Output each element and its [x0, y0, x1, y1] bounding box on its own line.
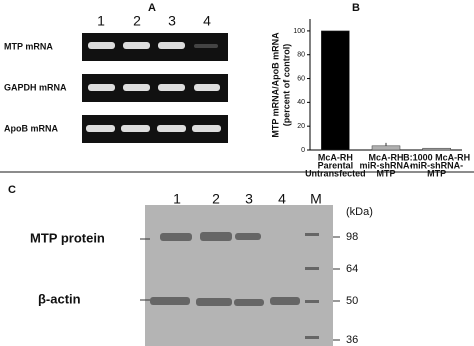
lane-label: 2	[133, 13, 141, 29]
row-label: MTP mRNA	[4, 41, 53, 51]
y-axis-label: MTP mRNA/ApoB mRNA	[270, 32, 280, 138]
lane-label: M	[310, 191, 322, 207]
row-label: ApoB mRNA	[4, 123, 58, 133]
panel-label: A	[148, 2, 156, 14]
y-tick-label: 40	[297, 99, 305, 106]
lane-label: 2	[212, 191, 220, 207]
panel-label: B	[352, 2, 360, 14]
x-tick-label: MTP	[427, 168, 446, 178]
lane-label: 4	[278, 191, 286, 207]
marker-label: 98	[346, 231, 358, 243]
marker-label: 50	[346, 295, 358, 307]
y-tick-label: 80	[297, 52, 305, 59]
lane-label: 1	[173, 191, 181, 207]
bar	[422, 147, 451, 151]
x-tick-label: McA-RH	[369, 152, 404, 162]
bar	[371, 145, 401, 151]
y-tick-label: 60	[297, 75, 305, 82]
gels	[0, 33, 474, 346]
x-tick-label: B:1000 McA-RH	[403, 152, 470, 162]
x-tick-label: miR-shRNA-	[410, 160, 463, 170]
lane-label: 4	[203, 13, 211, 29]
y-tick-label: 100	[293, 28, 305, 35]
unit-label: (kDa)	[346, 206, 373, 218]
x-tick-label: miR-shRNA-	[360, 160, 413, 170]
marker-label: 64	[346, 263, 358, 275]
row-label: β-actin	[38, 291, 81, 306]
lane-label: 3	[245, 191, 253, 207]
x-tick-label: MTP	[377, 168, 396, 178]
marker-label: 36	[346, 334, 358, 346]
bar	[321, 30, 350, 151]
row-label: GAPDH mRNA	[4, 82, 67, 92]
lane-label: 1	[97, 13, 105, 29]
panel-label: C	[8, 184, 16, 196]
y-tick-label: 0	[301, 147, 305, 154]
x-tick-label: Untransfected	[305, 168, 366, 178]
y-axis-label: (percent of control)	[281, 44, 291, 127]
x-tick-label: McA-RH	[318, 152, 353, 162]
row-label: MTP protein	[30, 230, 105, 245]
y-tick-label: 20	[297, 123, 305, 130]
lane-label: 3	[168, 13, 176, 29]
x-tick-label: Parental	[318, 160, 354, 170]
